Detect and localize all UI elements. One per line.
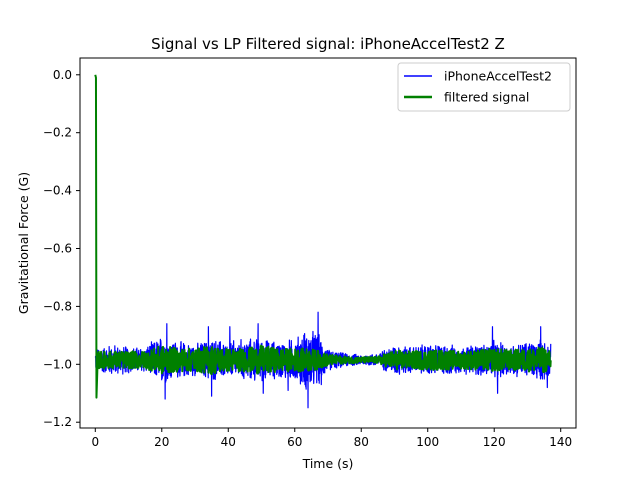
legend-label-signal: iPhoneAccelTest2 [444, 69, 552, 84]
y-tick-label: 0.0 [53, 68, 72, 82]
y-tick-label: −0.6 [43, 242, 72, 256]
y-tick-label: −1.2 [43, 415, 72, 429]
axes-frame [79, 57, 577, 429]
y-axis-label: Gravitational Force (G) [16, 172, 31, 314]
plot-area [79, 57, 577, 429]
y-tick-label: −0.2 [43, 126, 72, 140]
y-axis: 0.0 −0.2 −0.4 −0.6 −0.8 −1.0 −1.2 [43, 68, 80, 429]
legend-label-filtered: filtered signal [444, 90, 529, 105]
x-tick-label: 20 [154, 435, 169, 449]
y-tick-label: −0.8 [43, 299, 72, 313]
axes-spines [79, 57, 577, 429]
y-tick-label: −1.0 [43, 357, 72, 371]
series-layer [94, 74, 552, 409]
legend: iPhoneAccelTest2 filtered signal [397, 62, 571, 112]
x-axis: 0 20 40 60 80 100 120 140 [91, 428, 572, 449]
x-tick-label: 80 [354, 435, 369, 449]
x-tick-label: 100 [416, 435, 439, 449]
chart-title: Signal vs LP Filtered signal: iPhoneAcce… [151, 35, 505, 53]
x-tick-label: 40 [221, 435, 236, 449]
series-line-filtered [94, 74, 552, 399]
x-tick-label: 60 [287, 435, 302, 449]
x-axis-label: Time (s) [302, 456, 354, 471]
x-tick-label: 0 [91, 435, 99, 449]
legend-box [397, 62, 571, 112]
y-tick-label: −0.4 [43, 184, 72, 198]
x-tick-label: 120 [483, 435, 506, 449]
x-tick-label: 140 [549, 435, 572, 449]
